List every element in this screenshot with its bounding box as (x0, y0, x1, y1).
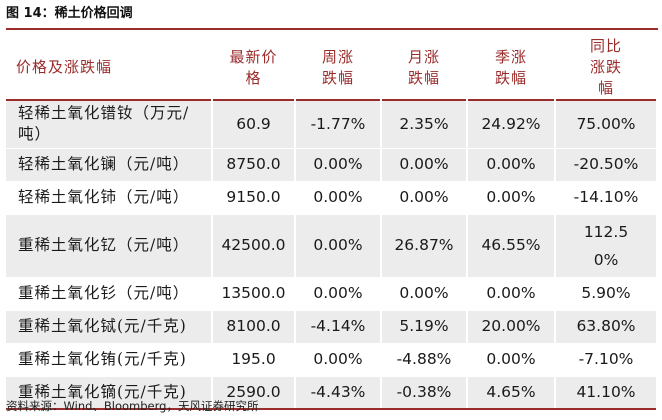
header-latest-price: 最新价格 (211, 36, 295, 100)
source-note: 资料来源：Wind、Bloomberg，天风证券研究所 (6, 399, 259, 413)
table-row: 轻稀土氧化铈（元/吨） 9150.0 0.00% 0.00% 0.00% -14… (6, 180, 656, 214)
cell-month-change: -4.88% (380, 342, 467, 376)
row-item-name: 轻稀土氧化镨钕（万元/吨） (6, 99, 212, 148)
cell-latest-price: 195.0 (211, 342, 295, 376)
cell-latest-price: 42500.0 (211, 213, 295, 277)
cell-quarter-change: 0.00% (466, 147, 555, 181)
table-header-row: 价格及涨跌幅 最新价格 周涨跌幅 月涨跌幅 季涨跌幅 同比涨跌幅 (6, 36, 656, 100)
cell-week-change: 0.00% (294, 342, 381, 376)
cell-yoy-change: -7.10% (554, 342, 656, 376)
cell-week-change: 0.00% (294, 180, 381, 214)
title-divider (6, 28, 658, 30)
cell-week-change: -4.14% (294, 309, 381, 343)
cell-yoy-change: 5.90% (554, 276, 656, 310)
table-row: 重稀土氧化铕(元/千克) 195.0 0.00% -4.88% 0.00% -7… (6, 342, 656, 376)
cell-quarter-change: 20.00% (466, 309, 555, 343)
table-row: 重稀土氧化钇（元/吨） 42500.0 0.00% 26.87% 46.55% … (6, 213, 656, 277)
cell-latest-price: 60.9 (211, 99, 295, 148)
cell-month-change: -0.38% (380, 375, 467, 410)
header-quarter-change: 季涨跌幅 (466, 36, 555, 100)
cell-month-change: 0.00% (380, 276, 467, 310)
cell-latest-price: 13500.0 (211, 276, 295, 310)
cell-month-change: 2.35% (380, 99, 467, 148)
cell-week-change: -4.43% (294, 375, 381, 410)
table-row: 重稀土氧化镝(元/千克) 2590.0 -4.43% -0.38% 4.65% … (6, 375, 656, 410)
header-month-change: 月涨跌幅 (380, 36, 467, 100)
cell-quarter-change: 0.00% (466, 276, 555, 310)
cell-quarter-change: 4.65% (466, 375, 555, 410)
cell-quarter-change: 0.00% (466, 342, 555, 376)
cell-week-change: 0.00% (294, 213, 381, 277)
cell-month-change: 0.00% (380, 180, 467, 214)
price-table-container: 价格及涨跌幅 最新价格 周涨跌幅 月涨跌幅 季涨跌幅 同比涨跌幅 轻稀土氧化镨钕… (6, 36, 656, 410)
header-week-change: 周涨跌幅 (294, 36, 381, 100)
cell-yoy-change: -20.50% (554, 147, 656, 181)
cell-yoy-change: 63.80% (554, 309, 656, 343)
row-item-name: 重稀土氧化钇（元/吨） (6, 213, 212, 277)
cell-yoy-change: 41.10% (554, 375, 656, 410)
row-item-name: 轻稀土氧化镧（元/吨） (6, 147, 212, 181)
cell-month-change: 26.87% (380, 213, 467, 277)
row-item-name: 重稀土氧化铽(元/千克) (6, 309, 212, 343)
cell-yoy-change: -14.10% (554, 180, 656, 214)
row-item-name: 重稀土氧化铕(元/千克) (6, 342, 212, 376)
cell-latest-price: 8750.0 (211, 147, 295, 181)
table-row: 轻稀土氧化镧（元/吨） 8750.0 0.00% 0.00% 0.00% -20… (6, 147, 656, 181)
cell-quarter-change: 24.92% (466, 99, 555, 148)
cell-quarter-change: 0.00% (466, 180, 555, 214)
row-item-name: 轻稀土氧化铈（元/吨） (6, 180, 212, 214)
cell-quarter-change: 46.55% (466, 213, 555, 277)
figure-title: 图 14：稀土价格回调 (6, 6, 133, 21)
table-row: 轻稀土氧化镨钕（万元/吨） 60.9 -1.77% 2.35% 24.92% 7… (6, 99, 656, 148)
row-item-name: 重稀土氧化钐（元/吨） (6, 276, 212, 310)
cell-yoy-change: 75.00% (554, 99, 656, 148)
cell-week-change: 0.00% (294, 147, 381, 181)
cell-month-change: 0.00% (380, 147, 467, 181)
table-row: 重稀土氧化铽(元/千克) 8100.0 -4.14% 5.19% 20.00% … (6, 309, 656, 343)
cell-latest-price: 9150.0 (211, 180, 295, 214)
cell-week-change: -1.77% (294, 99, 381, 148)
cell-week-change: 0.00% (294, 276, 381, 310)
table-row: 重稀土氧化钐（元/吨） 13500.0 0.00% 0.00% 0.00% 5.… (6, 276, 656, 310)
header-yoy-change: 同比涨跌幅 (554, 36, 656, 100)
cell-latest-price: 2590.0 (211, 375, 295, 410)
rare-earth-price-table: 价格及涨跌幅 最新价格 周涨跌幅 月涨跌幅 季涨跌幅 同比涨跌幅 轻稀土氧化镨钕… (6, 36, 656, 410)
cell-latest-price: 8100.0 (211, 309, 295, 343)
header-item: 价格及涨跌幅 (16, 58, 113, 76)
cell-month-change: 5.19% (380, 309, 467, 343)
cell-yoy-change: 112.50% (554, 213, 656, 277)
row-item-name: 重稀土氧化镝(元/千克) (6, 375, 212, 410)
